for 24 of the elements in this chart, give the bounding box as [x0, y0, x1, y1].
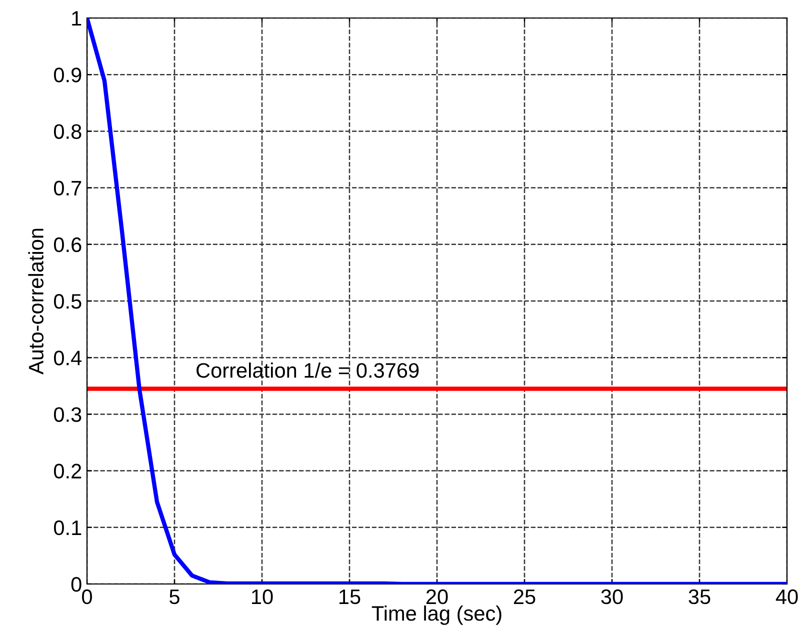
- annotation: Correlation 1/e = 0.3769: [196, 362, 419, 378]
- x-tick-label: 5: [170, 590, 180, 604]
- y-tick-label: 0.2: [54, 464, 82, 479]
- y-tick-label: 0.5: [54, 294, 82, 309]
- y-tick-label: 0.8: [54, 124, 82, 139]
- x-tick-label: 40: [776, 589, 798, 604]
- x-axis-title: Time lag (sec): [372, 606, 502, 625]
- x-tick-label: 10: [252, 589, 273, 604]
- x-tick-label: 20: [426, 589, 448, 604]
- line-series: [87, 18, 787, 584]
- x-tick-label: 30: [601, 589, 623, 604]
- y-tick-label: 0.1: [54, 520, 82, 536]
- y-tick-label: 0: [71, 577, 82, 592]
- x-tick-label: 15: [340, 590, 360, 604]
- y-tick-label: 0.4: [54, 350, 82, 366]
- y-tick-label: 0.7: [54, 180, 82, 196]
- y-tick-label: 0.9: [54, 68, 82, 82]
- x-tick-label: 0: [82, 589, 92, 604]
- y-tick-label: 0.6: [54, 237, 82, 252]
- y-tick-label: 0.3: [54, 407, 82, 422]
- y-tick-label: 1: [72, 11, 82, 26]
- y-axis-title: Auto-correlation: [28, 228, 44, 374]
- x-tick-label: 25: [514, 589, 536, 604]
- x-tick-label: 35: [688, 589, 710, 604]
